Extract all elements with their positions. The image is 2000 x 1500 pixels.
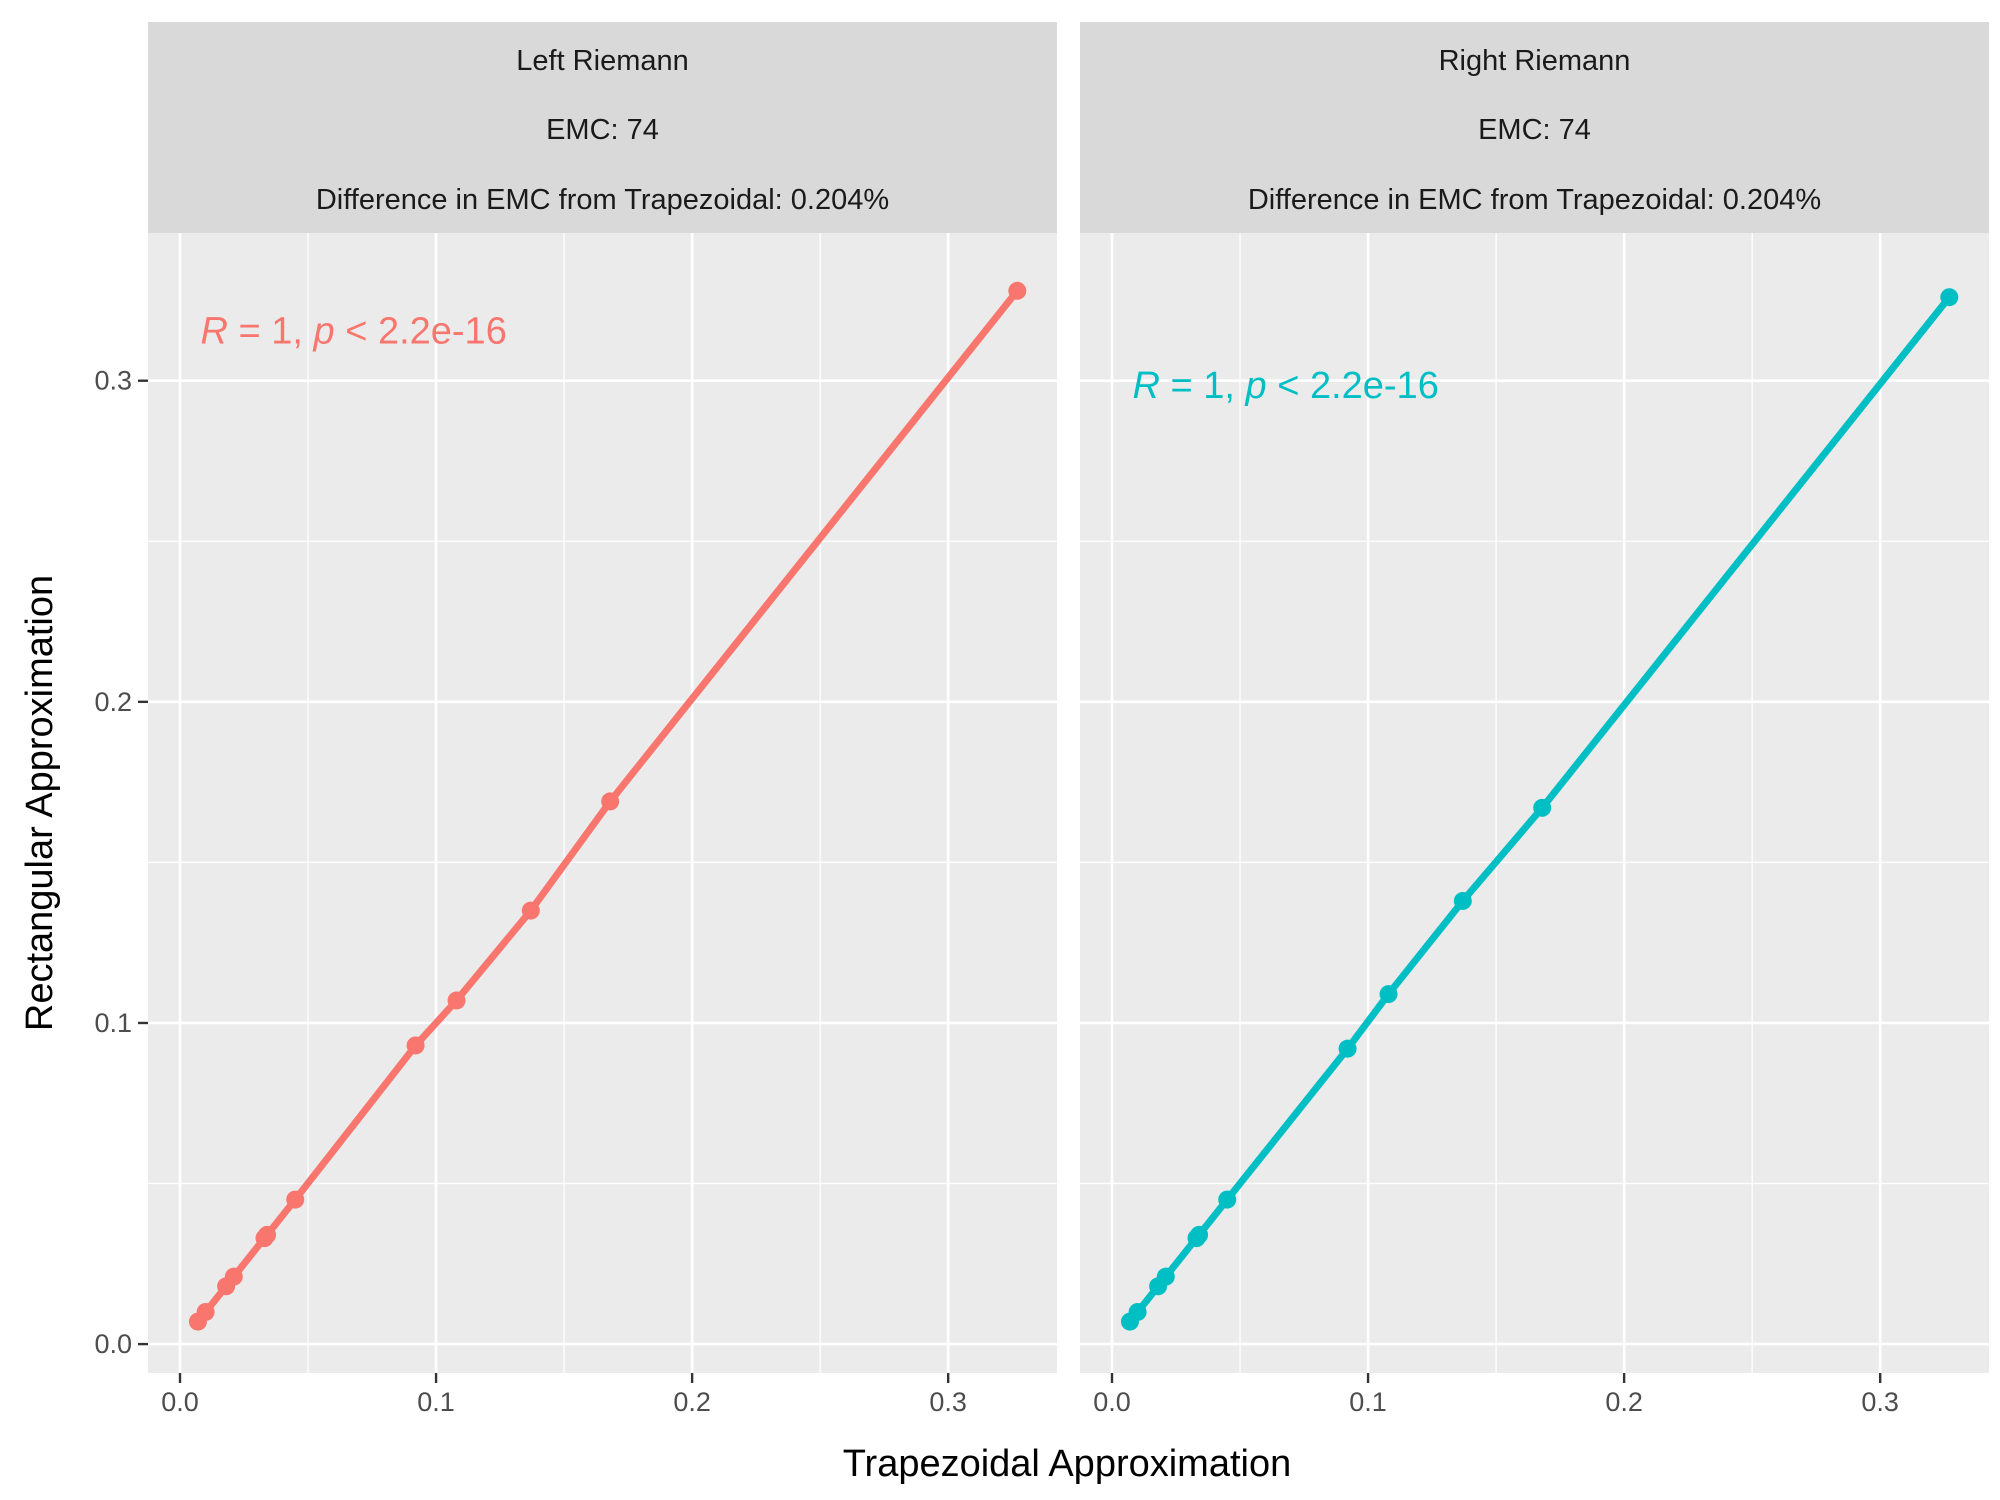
- data-point: [1008, 281, 1027, 300]
- data-point: [1156, 1267, 1175, 1286]
- y-tick-label: 0.3: [94, 366, 132, 396]
- correlation-annotation: R = 1, p < 2.2e-16: [200, 310, 506, 352]
- strip-background: [1080, 22, 1989, 233]
- strip-label-0: Right Riemann: [1439, 45, 1631, 77]
- x-tick-label: 0.3: [929, 1387, 967, 1417]
- data-point: [1128, 1302, 1147, 1321]
- x-tick-label: 0.0: [1093, 1387, 1131, 1417]
- data-point: [1190, 1225, 1209, 1244]
- panels-layer: Left Riemann EMC: 74 Difference in EMC fro…: [148, 22, 1989, 1417]
- x-tick-label: 0.2: [673, 1387, 711, 1417]
- correlation-annotation: R = 1, p < 2.2e-16: [1132, 365, 1438, 407]
- strip-label-1: EMC: 74: [546, 114, 659, 146]
- data-point: [224, 1267, 243, 1286]
- y-tick-label: 0.2: [94, 687, 132, 717]
- x-tick-label: 0.1: [417, 1387, 455, 1417]
- x-tick-label: 0.3: [1861, 1387, 1899, 1417]
- data-point: [1453, 891, 1472, 910]
- x-tick-label: 0.1: [1349, 1387, 1387, 1417]
- data-point: [601, 792, 620, 811]
- y-tick-label: 0.0: [94, 1329, 132, 1359]
- x-tick-label: 0.0: [161, 1387, 199, 1417]
- annotation-eq: = 1,: [1160, 365, 1246, 407]
- data-point: [1338, 1039, 1357, 1058]
- x-tick-label: 0.2: [1605, 1387, 1643, 1417]
- annotation-p: p: [1245, 365, 1267, 407]
- data-point: [196, 1302, 215, 1321]
- annotation-rest: < 2.2e-16: [335, 310, 507, 352]
- strip-label-2: Difference in EMC from Trapezoidal: 0.20…: [316, 184, 889, 216]
- panel-left-riemann: Left Riemann EMC: 74 Difference in EMC fro…: [148, 22, 1057, 1417]
- data-point: [447, 991, 466, 1010]
- data-point: [1379, 985, 1398, 1004]
- data-point: [286, 1190, 305, 1209]
- annotation-r: R: [1132, 365, 1159, 407]
- y-axis: 0.0 0.1 0.2 0.3: [94, 366, 148, 1359]
- data-point: [258, 1225, 277, 1244]
- annotation-r: R: [200, 310, 227, 352]
- x-axis-title: Trapezoidal Approximation: [843, 1443, 1292, 1485]
- data-point: [406, 1036, 425, 1055]
- y-tick-label: 0.1: [94, 1008, 132, 1038]
- strip-background: [148, 22, 1057, 233]
- strip-label-2: Difference in EMC from Trapezoidal: 0.20…: [1248, 184, 1821, 216]
- data-point: [521, 901, 540, 920]
- y-axis-title: Rectangular Approximation: [19, 575, 61, 1031]
- strip-label-1: EMC: 74: [1478, 114, 1591, 146]
- data-point: [1218, 1190, 1237, 1209]
- panel-right-riemann: Right Riemann EMC: 74 Difference in EMC fr…: [1080, 22, 1989, 1417]
- annotation-eq: = 1,: [228, 310, 314, 352]
- strip-label-0: Left Riemann: [516, 45, 689, 77]
- annotation-rest: < 2.2e-16: [1267, 365, 1439, 407]
- data-point: [1533, 798, 1552, 817]
- annotation-p: p: [313, 310, 335, 352]
- data-point: [1940, 288, 1959, 307]
